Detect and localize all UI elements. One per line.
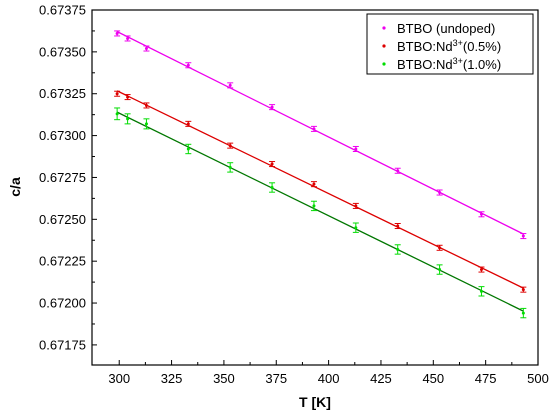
legend-marker — [382, 26, 386, 30]
data-point-series-1 — [396, 169, 400, 173]
data-point-series-1 — [479, 212, 483, 216]
data-point-series-2 — [270, 162, 274, 166]
data-point-series-1 — [312, 127, 316, 131]
data-point-series-3 — [354, 226, 358, 230]
x-tick-label: 350 — [213, 371, 235, 386]
data-point-series-2 — [312, 182, 316, 186]
data-point-series-3 — [126, 117, 130, 121]
legend-marker — [382, 44, 386, 48]
y-tick-label: 0.67325 — [39, 86, 86, 101]
x-tick-label: 425 — [370, 371, 392, 386]
legend-label: BTBO:Nd3+(0.5%) — [397, 38, 501, 54]
y-tick-label: 0.67350 — [39, 44, 86, 59]
data-point-series-1 — [438, 191, 442, 195]
data-point-series-3 — [228, 165, 232, 169]
fit-line-series-2 — [116, 90, 524, 289]
legend-box — [366, 13, 534, 75]
legend-marker — [382, 62, 386, 66]
data-point-series-3 — [521, 311, 525, 315]
x-tick-label: 300 — [108, 371, 130, 386]
fit-line-series-3 — [116, 111, 524, 312]
data-point-series-1 — [186, 63, 190, 67]
data-point-series-2 — [521, 288, 525, 292]
data-point-series-3 — [115, 112, 119, 116]
data-point-series-2 — [115, 92, 119, 96]
data-point-series-3 — [270, 186, 274, 189]
x-tick-label: 400 — [318, 371, 340, 386]
data-point-series-3 — [479, 289, 483, 293]
x-tick-label: 450 — [422, 371, 444, 386]
data-point-series-2 — [186, 122, 190, 126]
legend-label: BTBO (undoped) — [397, 21, 495, 36]
fit-line-series-1 — [116, 31, 524, 235]
x-axis-title: T [K] — [299, 394, 331, 410]
data-point-series-3 — [438, 268, 442, 272]
data-point-series-3 — [186, 147, 190, 151]
data-point-series-1 — [228, 83, 232, 87]
y-axis-title: c/a — [7, 177, 23, 197]
data-point-series-3 — [312, 204, 316, 208]
y-tick-label: 0.67175 — [39, 337, 86, 352]
y-tick-label: 0.67225 — [39, 254, 86, 269]
data-point-series-3 — [144, 122, 148, 126]
data-point-series-1 — [115, 31, 119, 35]
data-point-series-2 — [354, 204, 358, 208]
x-axis: 300 325 350 375 400 425 450 475 500 — [108, 360, 549, 386]
data-point-series-1 — [144, 47, 148, 51]
data-point-series-2 — [144, 103, 148, 107]
y-tick-label: 0.67300 — [39, 128, 86, 143]
data-point-series-1 — [270, 105, 274, 109]
data-point-series-1 — [521, 234, 525, 238]
data-markers — [115, 31, 525, 315]
y-tick-label: 0.67375 — [39, 3, 86, 18]
legend-label: BTBO:Nd3+(1.0%) — [397, 56, 501, 72]
x-tick-label: 325 — [161, 371, 183, 386]
legend: BTBO (undoped) BTBO:Nd3+(0.5%) BTBO:Nd3+(1… — [366, 13, 534, 75]
data-point-series-1 — [126, 36, 130, 40]
data-point-series-1 — [354, 147, 358, 151]
y-tick-label: 0.67250 — [39, 212, 86, 227]
x-tick-label: 500 — [527, 371, 549, 386]
y-tick-label: 0.67200 — [39, 296, 86, 311]
data-point-series-2 — [126, 95, 130, 99]
data-point-series-3 — [396, 247, 400, 251]
x-tick-label: 375 — [265, 371, 287, 386]
data-point-series-2 — [228, 144, 232, 148]
y-axis: 0.67175 0.67200 0.67225 0.67250 0.67275 0.673… — [39, 3, 97, 352]
x-tick-label: 475 — [475, 371, 497, 386]
fit-lines — [116, 31, 524, 312]
data-point-series-2 — [479, 268, 483, 272]
data-point-series-2 — [396, 224, 400, 228]
y-tick-label: 0.67275 — [39, 170, 86, 185]
data-point-series-2 — [438, 246, 442, 250]
